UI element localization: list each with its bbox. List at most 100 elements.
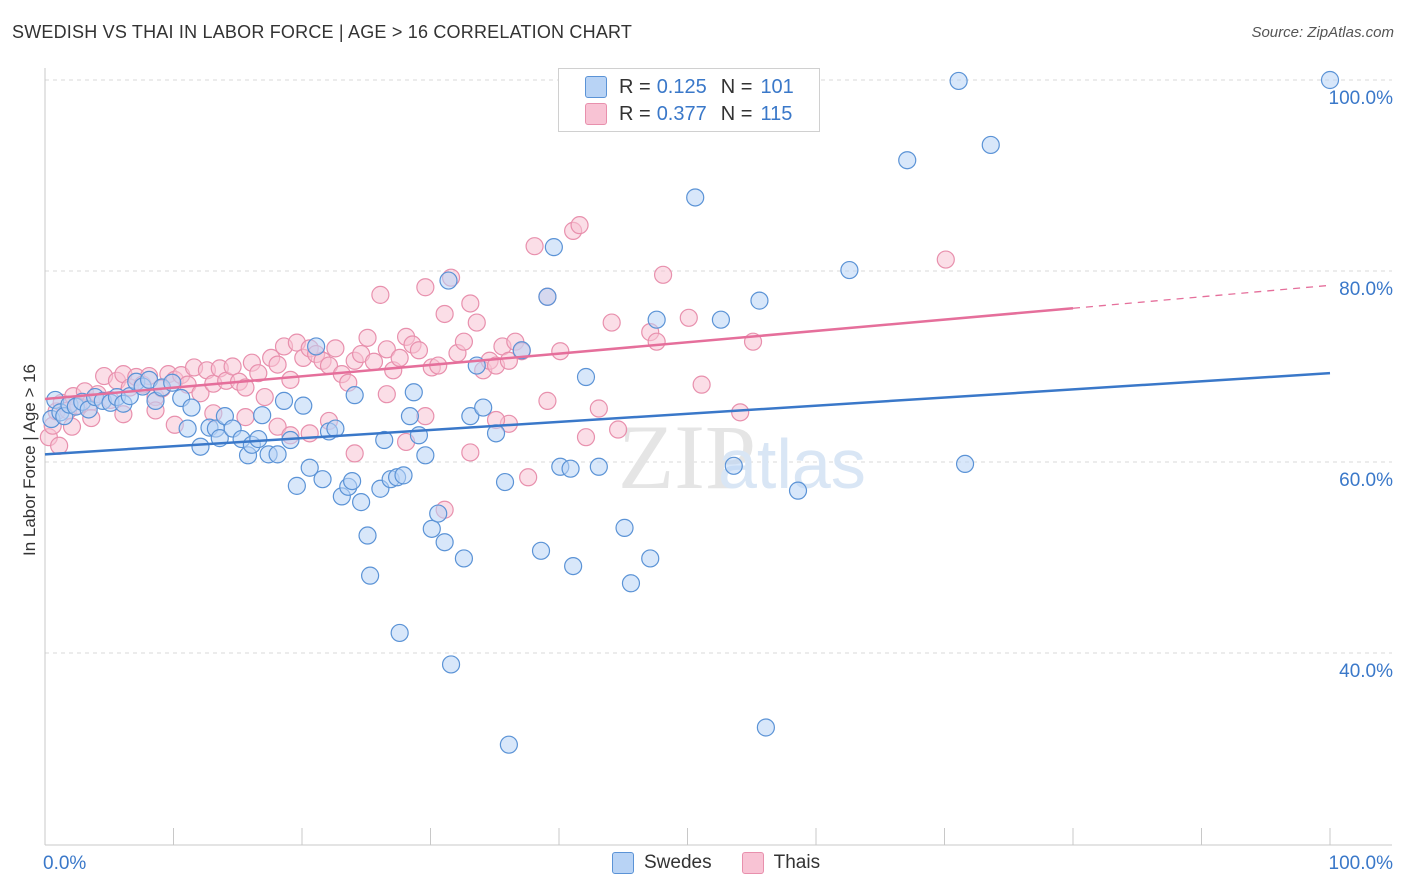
- swedes-point: [499, 735, 518, 754]
- swedes-point: [561, 459, 580, 478]
- x-tick-label: 0.0%: [43, 853, 86, 874]
- swedes-legend-swatch: [612, 852, 634, 874]
- tick-label-layer: 40.0% 60.0% 80.0% 100.0% 0.0% 100.0%: [43, 88, 1393, 874]
- thais-point: [653, 265, 673, 284]
- thais-point: [377, 385, 396, 404]
- x-tick-label: 100.0%: [1329, 853, 1394, 874]
- thais-point: [570, 216, 589, 235]
- thais-point: [300, 424, 319, 443]
- thais-point: [326, 339, 345, 358]
- thais-point: [519, 468, 538, 487]
- swedes-point: [531, 541, 551, 560]
- thais-point: [377, 340, 396, 359]
- swedes-point: [178, 419, 197, 438]
- swedes-point: [589, 457, 608, 476]
- swedes-point: [955, 454, 975, 474]
- swedes-point: [512, 341, 531, 360]
- trend-layer: [44, 284, 1331, 456]
- swedes-trend-line: [44, 371, 1331, 456]
- swedes-point: [711, 310, 731, 329]
- thais-point: [416, 278, 435, 297]
- thais-trend-line: [44, 306, 1074, 401]
- thais-point: [255, 387, 274, 407]
- swedes-point: [538, 287, 557, 306]
- swedes-point: [788, 481, 808, 500]
- swedes-point: [394, 466, 413, 485]
- swedes-point: [686, 188, 705, 207]
- swedes-point: [358, 526, 377, 545]
- thais-point: [268, 355, 287, 374]
- swedes-point: [981, 135, 1000, 155]
- thais-point: [236, 378, 255, 397]
- y-tick-label: 60.0%: [1339, 470, 1393, 491]
- swedes-point: [756, 718, 775, 737]
- swedes-point: [294, 396, 313, 415]
- thais-point: [345, 444, 364, 463]
- thais-point: [647, 332, 666, 351]
- swedes-point: [1320, 70, 1340, 90]
- thais-point: [249, 364, 268, 383]
- legend-r-label: R =: [619, 75, 651, 98]
- thais-point: [467, 313, 486, 332]
- swedes-point: [182, 398, 201, 417]
- thais-point: [435, 304, 454, 324]
- swedes-point: [307, 337, 326, 356]
- swedes-point: [461, 407, 480, 426]
- thais-point: [358, 328, 377, 347]
- swedes-point: [249, 429, 268, 449]
- swedes-point: [361, 566, 380, 585]
- swedes-point: [400, 407, 420, 426]
- swedes-point: [439, 271, 458, 290]
- swedes-point: [390, 623, 409, 643]
- swedes-point: [422, 519, 441, 538]
- thais-point: [576, 428, 596, 447]
- thais-swatch: [585, 103, 607, 125]
- swedes-point: [300, 458, 319, 477]
- y-tick-label: 80.0%: [1339, 279, 1393, 300]
- swedes-point: [576, 367, 596, 387]
- swedes-point: [404, 383, 423, 402]
- swedes-point: [416, 446, 435, 465]
- thais-point: [50, 436, 69, 455]
- swedes-point: [615, 518, 634, 537]
- swedes-point: [495, 472, 515, 492]
- swedes-point: [544, 238, 563, 257]
- legend-item-thais: Thais: [741, 852, 820, 874]
- legend-r-value: 0.377: [656, 102, 707, 125]
- legend-r-value: 0.125: [656, 75, 707, 98]
- thais-point: [731, 403, 750, 422]
- thais-point: [461, 443, 480, 462]
- thais-point: [609, 420, 628, 439]
- thais-point: [936, 250, 955, 269]
- swedes-point: [343, 472, 362, 491]
- swedes-point: [641, 549, 660, 568]
- swedes-point: [898, 151, 917, 170]
- swedes-point: [375, 430, 394, 450]
- thais-point: [461, 294, 480, 313]
- swedes-point: [840, 260, 859, 280]
- thais-point: [679, 308, 698, 327]
- series-legend: Swedes Thais: [612, 852, 850, 874]
- stats-legend: R = 0.125 N = 101 R = 0.377 N = 115: [558, 68, 820, 132]
- swedes-point: [949, 71, 968, 91]
- thais-point: [371, 285, 390, 304]
- thais-point: [589, 399, 608, 418]
- thais-point: [223, 357, 242, 376]
- thais-point: [416, 407, 435, 426]
- swedes-point: [345, 386, 364, 405]
- swedes-point: [253, 406, 272, 425]
- legend-n-value: 101: [760, 75, 794, 98]
- thais-trend-extension: [1072, 284, 1331, 309]
- legend-n-value: 115: [760, 102, 793, 125]
- swedes-point: [750, 291, 769, 310]
- legend-r-label: R =: [619, 102, 651, 125]
- swedes-point: [621, 574, 641, 593]
- axis-layer: [44, 68, 1392, 846]
- legend-item-swedes: Swedes: [612, 852, 712, 874]
- swedes-point: [474, 398, 493, 417]
- thais-point: [692, 375, 711, 394]
- swedes-point: [274, 391, 294, 410]
- legend-n-label: N =: [720, 75, 753, 98]
- thais-point: [551, 342, 570, 361]
